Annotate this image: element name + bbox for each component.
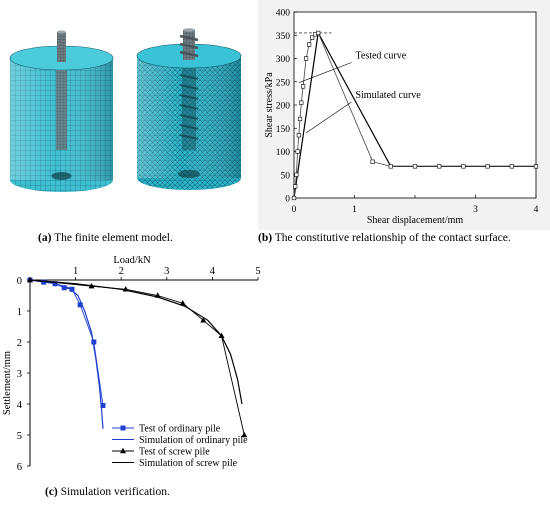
screw-pile-model	[136, 28, 242, 190]
y-tick-label: 350	[276, 32, 291, 42]
tested-curve-point	[412, 164, 418, 169]
annotation-leader-tested	[298, 62, 352, 83]
annotation-leader-simulated	[305, 101, 352, 134]
panel-a-caption-label: (a)	[38, 232, 52, 244]
tested-curve-point	[370, 159, 375, 164]
y-tick-label: 1	[17, 307, 22, 318]
series-simulation-of-ordinary-pile	[29, 279, 104, 429]
tested-curve-point	[299, 100, 304, 105]
legend-label-simulation-of-ordinary-pile: Simulation of ordinary pile	[139, 435, 248, 446]
y-tick-label: 4	[17, 400, 23, 411]
x-tick-label: 5	[255, 266, 260, 277]
tested-curve-point	[316, 30, 321, 36]
constitutive-chart: 0 50 100 150 200 250 300 350 400 0 1 3 4 Shear displa…	[258, 0, 550, 230]
x-tick-label: 4	[534, 205, 539, 215]
test-of-screw-pile-point	[200, 317, 207, 323]
panel-b-caption-label: (b)	[258, 232, 273, 244]
series-test-of-screw-pile-connector	[29, 279, 245, 436]
x-axis-label: Shear displacement/mm	[367, 215, 464, 226]
panel-c-caption-label: (c)	[45, 486, 58, 498]
panel-a-caption-text: The finite element model.	[51, 232, 173, 244]
test-of-ordinary-pile-point	[69, 286, 75, 292]
tested-curve-point	[307, 42, 312, 47]
x-tick-label: 4	[210, 266, 216, 277]
panel-c-caption: (c) Simulation verification.	[45, 486, 170, 498]
tested-curve-point	[461, 164, 466, 169]
tested-curve-point	[303, 56, 309, 61]
x-tick-label: 3	[164, 266, 169, 277]
panel-a-caption: (a) The finite element model.	[38, 232, 173, 244]
y-tick-label: 200	[276, 102, 291, 112]
x-tick-label: 3	[473, 205, 478, 215]
tested-curve-point	[388, 164, 393, 169]
tested-curve-point	[437, 164, 442, 169]
panel-c: 1 2 3 4 5 0 1 2 3 4 5 6 Load/kN Settlement/mm Test of …	[0, 252, 300, 505]
tested-curve-point	[293, 184, 298, 189]
y-tick-label: 150	[276, 125, 291, 135]
test-of-screw-pile-point	[241, 431, 248, 438]
legend-marker-test-of-ordinary-pile	[120, 425, 126, 431]
y-tick-label: 2	[17, 338, 22, 349]
panel-b: 0 50 100 150 200 250 300 350 400 0 1 3 4 Shear displa…	[258, 0, 550, 250]
tested-curve-point	[295, 149, 300, 154]
chart-b-plot-area	[293, 11, 537, 199]
x-tick-label: 1	[352, 205, 357, 215]
legend-label-simulation-of-screw-pile: Simulation of screw pile	[139, 458, 238, 469]
tested-curve-point	[296, 133, 301, 138]
panel-b-caption: (b) The constitutive relationship of the…	[258, 232, 511, 244]
panel-c-caption-text: Simulation verification.	[57, 486, 170, 498]
test-of-ordinary-pile-point	[91, 339, 97, 345]
y-tick-label: 5	[17, 431, 22, 442]
y-tick-label: 100	[276, 148, 291, 158]
tested-curve-point	[485, 164, 490, 169]
test-of-screw-pile-point	[179, 300, 186, 306]
panel-a: (a) The finite element model.	[0, 0, 265, 244]
y-tick-label: 300	[276, 55, 291, 65]
ordinary-pile-model	[9, 30, 114, 192]
tested-curve-point	[300, 84, 306, 89]
test-of-screw-pile-point	[27, 276, 33, 283]
x-tick-label: 2	[119, 266, 124, 277]
finite-element-model-figure	[9, 28, 242, 192]
x-tick-label: 1	[73, 266, 78, 277]
y-tick-label: 3	[17, 369, 22, 380]
tested-curve-point	[310, 35, 315, 40]
test-of-ordinary-pile-point	[100, 403, 106, 409]
y-tick-label: 0	[17, 276, 22, 287]
tested-curve-point	[509, 164, 514, 169]
x-tick-label: 0	[292, 205, 297, 215]
tested-curve-point	[291, 195, 297, 201]
test-of-ordinary-pile-point	[77, 302, 83, 308]
legend-marker-test-of-screw-pile	[120, 447, 126, 454]
x-axis-label: Load/kN	[113, 255, 151, 266]
legend-label-test-of-ordinary-pile: Test of ordinary pile	[139, 424, 221, 435]
tested-curve-point	[294, 172, 299, 177]
verification-chart: 1 2 3 4 5 0 1 2 3 4 5 6 Load/kN Settlement/mm Test of …	[2, 255, 261, 473]
panel-b-caption-text: The constitutive relationship of the con…	[272, 232, 511, 244]
y-tick-label: 400	[276, 9, 291, 19]
test-of-ordinary-pile-point	[61, 285, 67, 291]
annotation-simulated-curve: Simulated curve	[355, 90, 421, 101]
y-axis-label: Shear stress/kPa	[264, 72, 275, 138]
y-tick-label: 250	[276, 78, 291, 88]
series-simulation-of-screw-pile	[29, 279, 243, 405]
annotation-tested-curve: Tested curve	[355, 51, 406, 62]
y-tick-label: 6	[17, 462, 22, 473]
tested-curve-point	[297, 116, 303, 122]
y-axis-label: Settlement/mm	[2, 351, 13, 415]
y-tick-label: 50	[281, 171, 291, 181]
tested-curve-point	[533, 164, 539, 169]
legend-label-test-of-screw-pile: Test of screw pile	[139, 447, 210, 458]
y-tick-label: 0	[285, 195, 290, 205]
